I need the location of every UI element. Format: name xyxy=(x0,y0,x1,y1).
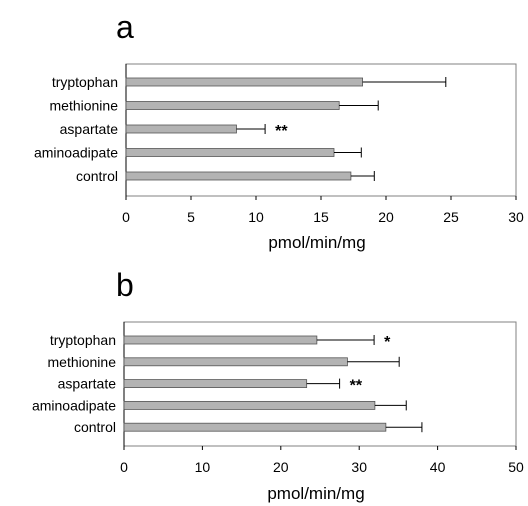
category-label-aminoadipate: aminoadipate xyxy=(32,397,116,413)
category-label-methionine: methionine xyxy=(48,354,117,370)
panel-a-chart: a tryptophan methionine aspartate ** aminoadi… xyxy=(34,9,524,252)
x-tick-label: 40 xyxy=(430,459,446,475)
bar-tryptophan xyxy=(125,77,364,87)
x-tick-label: 20 xyxy=(273,459,289,475)
x-axis-label: pmol/min/mg xyxy=(268,233,365,252)
x-tick-label: 25 xyxy=(443,209,459,225)
x-axis-label: pmol/min/mg xyxy=(267,484,364,503)
x-tick-label: 15 xyxy=(313,209,329,225)
category-label-tryptophan: tryptophan xyxy=(50,332,116,348)
bar-control xyxy=(123,422,387,432)
x-tick-label: 20 xyxy=(378,209,394,225)
category-label-aspartate: aspartate xyxy=(60,121,119,137)
panel-b-chart: b tryptophan * methionine aspartate ** aminoad… xyxy=(32,267,524,503)
category-label-tryptophan: tryptophan xyxy=(52,74,118,90)
bar-methionine xyxy=(125,101,340,110)
category-label-aspartate: aspartate xyxy=(58,376,117,392)
x-tick-label: 30 xyxy=(351,459,367,475)
x-tick-label: 30 xyxy=(508,209,524,225)
panel-a-letter: a xyxy=(116,9,134,45)
x-tick-label: 0 xyxy=(122,209,130,225)
bar-aspartate xyxy=(125,124,237,134)
panel-b-letter: b xyxy=(116,267,134,303)
bar-methionine xyxy=(123,357,348,367)
category-label-methionine: methionine xyxy=(50,98,119,114)
category-label-aminoadipate: aminoadipate xyxy=(34,145,118,161)
bar-aminoadipate xyxy=(123,400,376,410)
x-tick-label: 5 xyxy=(187,209,195,225)
bar-aminoadipate xyxy=(125,148,335,157)
significance-mark-aspartate: ** xyxy=(275,123,288,140)
bar-control xyxy=(125,171,352,181)
x-tick-label: 10 xyxy=(248,209,264,225)
x-tick-label: 10 xyxy=(195,459,211,475)
bar-tryptophan xyxy=(123,335,318,345)
category-label-control: control xyxy=(74,419,116,435)
significance-mark-aspartate: ** xyxy=(350,378,363,395)
x-tick-label: 0 xyxy=(120,459,128,475)
significance-mark-tryptophan: * xyxy=(384,334,391,351)
bar-aspartate xyxy=(123,379,308,389)
category-label-control: control xyxy=(76,168,118,184)
x-tick-label: 50 xyxy=(508,459,524,475)
